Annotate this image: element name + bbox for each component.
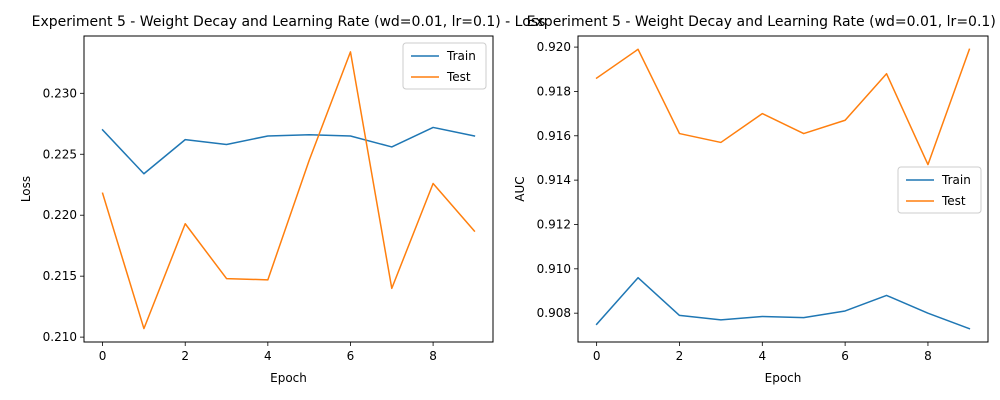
loss-plot-content [101,51,476,330]
loss-chart: 0 2 4 6 8 0.210 0.215 0.220 0.225 0.230 Experimen… [19,14,545,385]
loss-x-tick-label: 0 [99,349,107,363]
auc-ticks: 0 2 4 6 8 0.908 0.910 0.912 0.914 0.916 0.918 0.920 [537,40,932,363]
loss-series-train-line [101,126,476,175]
auc-x-tick-label: 4 [758,349,766,363]
auc-plot-content [595,48,971,330]
loss-x-tick-label: 8 [429,349,437,363]
loss-chart-title: Experiment 5 - Weight Decay and Learning… [32,14,546,30]
loss-series-test-line [101,51,476,330]
auc-series-train-line [595,276,971,330]
auc-x-axis-label: Epoch [765,371,802,385]
auc-legend-label-train: Train [941,173,971,187]
auc-x-tick-label: 0 [593,349,601,363]
auc-x-tick-label: 8 [924,349,932,363]
loss-y-tick-label: 0.230 [43,86,77,100]
auc-legend: Train Test [897,166,982,214]
auc-y-axis-label: AUC [513,176,527,201]
loss-x-axis-label: Epoch [270,371,307,385]
loss-y-axis-label: Loss [19,176,33,202]
loss-y-tick-label: 0.215 [43,269,77,283]
auc-y-tick-label: 0.914 [537,173,571,187]
auc-plot-frame [577,35,989,343]
loss-x-tick-label: 6 [347,349,355,363]
auc-y-tick-label: 0.908 [537,306,571,320]
loss-y-tick-label: 0.210 [43,330,77,344]
auc-x-tick-label: 2 [676,349,684,363]
auc-legend-label-test: Test [941,194,966,208]
loss-x-tick-label: 4 [264,349,272,363]
loss-y-tick-label: 0.220 [43,208,77,222]
loss-x-tick-label: 2 [181,349,189,363]
loss-legend-label-train: Train [446,49,476,63]
loss-ticks: 0 2 4 6 8 0.210 0.215 0.220 0.225 0.230 [43,86,437,363]
auc-chart: 0 2 4 6 8 0.908 0.910 0.912 0.914 0.916 0.918 0.920… [513,14,1000,385]
auc-y-tick-label: 0.912 [537,217,571,231]
loss-y-tick-label: 0.225 [43,147,77,161]
auc-y-tick-label: 0.910 [537,262,571,276]
auc-y-tick-label: 0.916 [537,129,571,143]
auc-series-test-line [595,48,971,166]
loss-plot-frame [83,35,494,343]
auc-chart-title: Experiment 5 - Weight Decay and Learning… [527,14,1000,30]
auc-y-tick-label: 0.920 [537,40,571,54]
loss-legend-label-test: Test [446,70,471,84]
auc-y-tick-label: 0.918 [537,84,571,98]
auc-x-tick-label: 6 [841,349,849,363]
loss-legend: Train Test [402,42,487,90]
